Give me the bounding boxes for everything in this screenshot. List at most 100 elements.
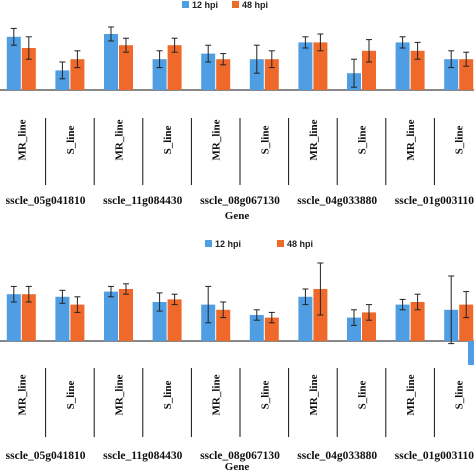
gene-group-label: sscle_11g084430 [103, 195, 182, 207]
gene-group-label: sscle_11g084430 [103, 450, 182, 462]
error-bar [268, 50, 275, 69]
gene-group-label: sscle_01g003110 [395, 195, 474, 207]
bar-48-hpi-2 [70, 59, 85, 90]
bar-48-hpi-3 [119, 45, 133, 90]
bar-12-hpi-9 [395, 304, 410, 341]
bar-48-hpi-4 [167, 299, 182, 341]
error-bar [74, 296, 81, 313]
x-tick-label: MR_line [16, 119, 28, 160]
x-tick-label: S_line [65, 126, 77, 155]
error-bar [302, 288, 309, 306]
legend: 12 hpi 48 hpi [182, 0, 268, 10]
error-bar [59, 61, 66, 80]
x-tick-label: S_line [162, 381, 174, 410]
bar-12-hpi-7 [298, 296, 313, 341]
error-bar [253, 309, 260, 321]
legend-swatch-48-hpi [232, 1, 239, 8]
error-bar [399, 298, 406, 311]
bar-12-hpi-10 [444, 59, 459, 90]
error-bar [366, 304, 372, 321]
x-tick-label: MR_line [308, 119, 320, 160]
error-bar [317, 33, 324, 52]
x-tick-label: S_line [454, 381, 466, 410]
error-bar [414, 293, 421, 311]
legend-label: 12 hpi [192, 0, 218, 10]
x-tick-label: MR_line [16, 374, 28, 415]
error-bar [171, 37, 178, 53]
bar-12-hpi-2 [55, 70, 70, 90]
legend-label: 48 hpi [242, 0, 268, 10]
error-bar [10, 285, 17, 303]
bar-48-hpi-8 [362, 50, 376, 90]
error-bar [268, 311, 275, 324]
legend-swatch-12-hpi [205, 240, 212, 247]
gene-group-label: sscle_05g041810 [6, 450, 86, 462]
chart-panel-1: 12 hpi 48 hpi MR_line S_line MR_line S_line MR… [0, 0, 474, 222]
bar-48-hpi-5 [216, 309, 231, 341]
gene-group-label: sscle_08g067130 [200, 450, 280, 462]
error-bar [448, 50, 455, 69]
error-bar [156, 50, 163, 69]
bar-12-hpi-4 [152, 302, 167, 341]
bar-48-hpi-6 [264, 317, 279, 341]
legend-label: 12 hpi [215, 239, 241, 249]
gene-group-label: sscle_08g067130 [200, 195, 280, 207]
x-tick-label: MR_line [114, 374, 126, 415]
bar-12-hpi-4 [152, 59, 167, 90]
bar-48-hpi-7 [313, 42, 328, 90]
error-bar [25, 285, 32, 303]
error-bar [59, 289, 66, 304]
legend-swatch-48-hpi [277, 240, 284, 247]
bar-12-hpi-9 [395, 42, 410, 90]
bar-48-hpi-5 [216, 59, 231, 90]
error-bar [123, 37, 129, 53]
gene-group-label: sscle_04g033880 [297, 195, 377, 207]
error-bar [74, 50, 81, 69]
bar-12-hpi-6 [249, 315, 264, 341]
error-bar [220, 53, 227, 66]
chart-panel-2: 12 hpi 48 hpi MR_line S_line MR_line S_line MR… [0, 239, 474, 473]
bar-48-hpi-10 [459, 304, 474, 341]
error-bar [351, 58, 357, 88]
error-bar [108, 26, 114, 42]
x-tick-label: S_line [454, 126, 466, 155]
gene-group-label: sscle_04g033880 [297, 450, 377, 462]
x-tick-label: S_line [259, 126, 271, 155]
x-tick-label: MR_line [114, 119, 126, 160]
bar-48-hpi-2 [70, 304, 85, 341]
bar-partial-right [468, 341, 474, 365]
error-bar [463, 291, 470, 319]
bar-12-hpi-6 [249, 59, 264, 90]
bar-12-hpi-8 [347, 317, 361, 341]
bar-48-hpi-6 [264, 59, 279, 90]
bar-12-hpi-5 [201, 53, 216, 90]
x-tick-label: MR_line [211, 119, 223, 160]
bar-48-hpi-10 [459, 59, 474, 90]
error-bar [25, 36, 32, 60]
bar-48-hpi-1 [21, 294, 36, 341]
x-tick-label: MR_line [405, 119, 417, 160]
error-bar [351, 309, 357, 326]
error-bar [156, 292, 163, 312]
x-axis-title: Gene [225, 210, 250, 222]
x-tick-label: S_line [357, 381, 369, 410]
error-bar [108, 285, 114, 298]
error-bar [448, 275, 455, 345]
bar-48-hpi-3 [119, 289, 133, 341]
gene-group-label: sscle_05g041810 [6, 195, 86, 207]
error-bar [123, 283, 129, 295]
x-tick-label: S_line [162, 126, 174, 155]
x-tick-label: S_line [357, 126, 369, 155]
error-bar [220, 301, 227, 319]
error-bar [366, 39, 372, 63]
error-bar [205, 285, 212, 324]
legend: 12 hpi 48 hpi [205, 239, 313, 249]
legend-label: 48 hpi [287, 239, 313, 249]
bar-12-hpi-3 [104, 34, 118, 90]
bar-12-hpi-1 [6, 36, 21, 90]
bar-48-hpi-1 [21, 48, 36, 90]
legend-swatch-12-hpi [182, 1, 189, 8]
error-bar [205, 44, 212, 63]
x-tick-label: S_line [259, 381, 271, 410]
